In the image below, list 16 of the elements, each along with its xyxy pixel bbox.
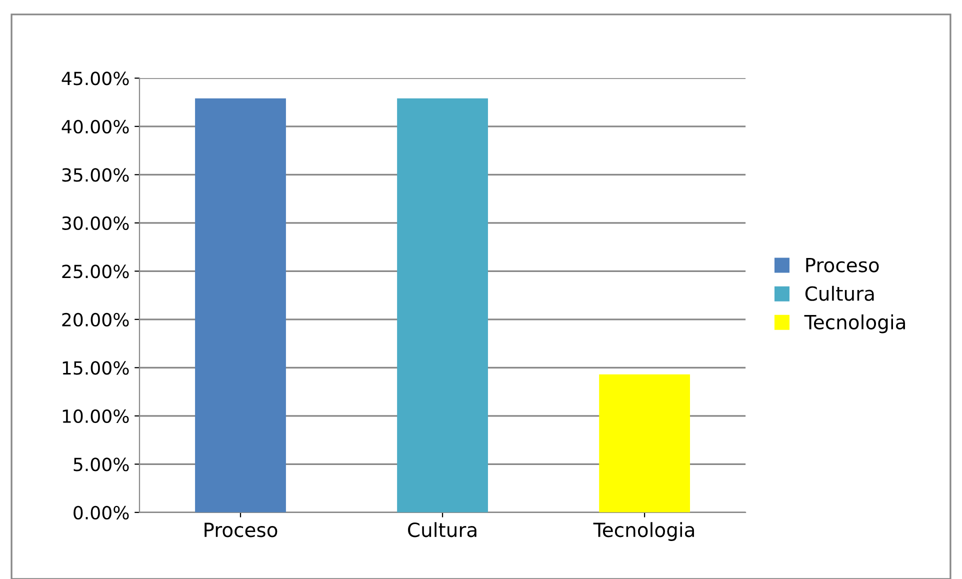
y-tick-label: 35.00% [62, 168, 129, 182]
x-tick-label: Tecnologia [593, 522, 694, 541]
y-tick-label: 40.00% [62, 120, 129, 134]
y-tick-label: 5.00% [74, 458, 129, 472]
legend-label: Cultura [805, 286, 874, 301]
y-tick-label: 25.00% [62, 264, 129, 278]
legend-label: Proceso [806, 258, 879, 272]
y-tick-label: 20.00% [62, 312, 129, 327]
x-tick-label: Cultura [408, 522, 476, 538]
y-tick-label: 45.00% [62, 72, 129, 86]
legend-label: Tecnologia [804, 314, 905, 334]
y-tick-label: 30.00% [62, 216, 129, 230]
y-tick-label: 10.00% [62, 409, 129, 424]
y-tick-label: 0.00% [74, 506, 129, 520]
x-tick-label: Proceso [204, 522, 278, 538]
y-tick-label: 15.00% [62, 361, 129, 375]
